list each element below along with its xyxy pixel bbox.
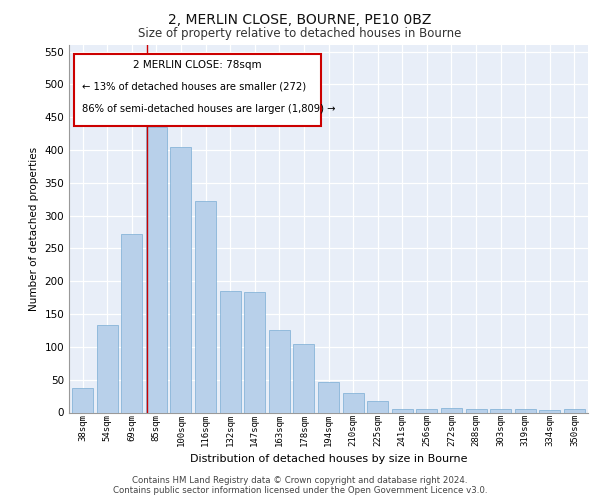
Bar [269,330,290,412]
Bar [170,146,191,412]
Bar [121,234,142,412]
Bar [539,410,560,412]
Bar [97,325,118,412]
Bar [72,388,93,412]
Bar [490,409,511,412]
Bar [146,127,167,412]
Text: Contains public sector information licensed under the Open Government Licence v3: Contains public sector information licen… [113,486,487,495]
Bar [367,400,388,412]
Bar [293,344,314,412]
Text: 86% of semi-detached houses are larger (1,809) →: 86% of semi-detached houses are larger (… [82,104,335,114]
Bar [220,291,241,412]
X-axis label: Distribution of detached houses by size in Bourne: Distribution of detached houses by size … [190,454,467,464]
Y-axis label: Number of detached properties: Number of detached properties [29,146,39,311]
Text: ← 13% of detached houses are smaller (272): ← 13% of detached houses are smaller (27… [82,81,306,91]
Text: 2, MERLIN CLOSE, BOURNE, PE10 0BZ: 2, MERLIN CLOSE, BOURNE, PE10 0BZ [169,12,431,26]
Bar [416,408,437,412]
Bar [564,409,585,412]
Bar [318,382,339,412]
Bar [244,292,265,412]
Text: Contains HM Land Registry data © Crown copyright and database right 2024.: Contains HM Land Registry data © Crown c… [132,476,468,485]
Bar [392,408,413,412]
Bar [441,408,462,412]
Text: 2 MERLIN CLOSE: 78sqm: 2 MERLIN CLOSE: 78sqm [133,60,262,70]
Bar [195,201,216,412]
Bar [515,409,536,412]
Bar [466,409,487,412]
FancyBboxPatch shape [74,54,321,126]
Bar [343,393,364,412]
Text: Size of property relative to detached houses in Bourne: Size of property relative to detached ho… [139,28,461,40]
